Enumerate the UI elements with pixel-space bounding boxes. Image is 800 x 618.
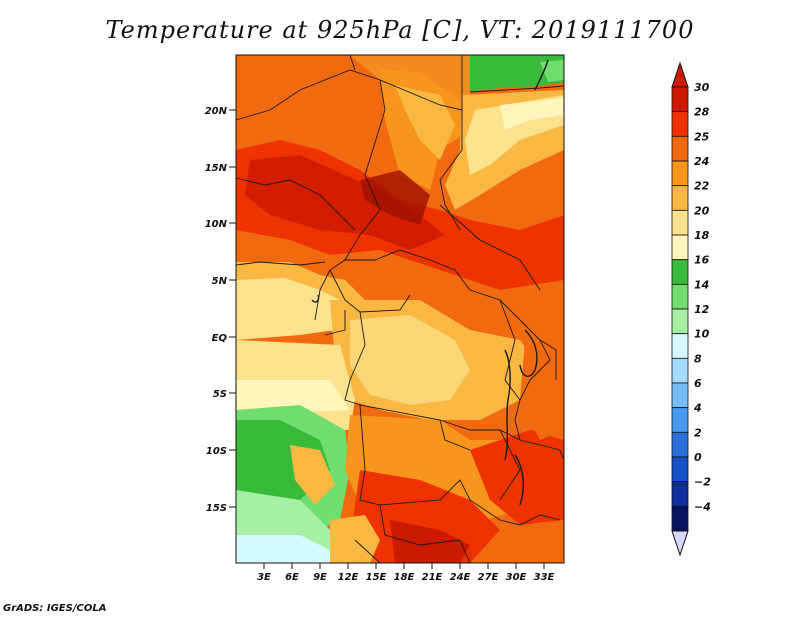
lat-label: 10N (205, 219, 228, 230)
colorbar-swatch (671, 234, 689, 261)
colorbar-label: 12 (694, 303, 710, 316)
colorbar-label: 4 (693, 402, 702, 415)
lat-label: EQ (212, 333, 228, 344)
colorbar-swatch (671, 333, 689, 359)
lon-label: 12E (338, 572, 359, 583)
lon-label: 27E (478, 572, 499, 583)
colorbar-label: 25 (694, 130, 710, 143)
longitude-axis: 3E 6E 9E 12E 15E 18E 21E 24E 27E 30E 33E (257, 563, 555, 583)
colorbar-label: 2 (694, 426, 702, 439)
lon-label: 18E (394, 572, 415, 583)
colorbar-label: 16 (694, 254, 710, 267)
lat-label: 5S (213, 389, 227, 400)
temperature-field (236, 55, 564, 563)
colorbar-label: 20 (694, 204, 710, 217)
colorbar-swatch (671, 185, 689, 211)
colorbar-label: 24 (694, 155, 709, 168)
colorbar-swatch (671, 481, 689, 507)
lakes-and-coastline (311, 59, 549, 506)
colorbar-label: −2 (694, 476, 711, 489)
colorbar-label: 18 (694, 229, 710, 242)
colorbar-swatch (671, 456, 689, 483)
colorbar-top-arrow (671, 61, 689, 88)
lat-label: 15S (206, 503, 227, 514)
colorbar-label: 10 (694, 328, 710, 341)
colorbar-label: 6 (694, 377, 702, 390)
lon-label: 15E (366, 572, 387, 583)
map-frame (235, 54, 565, 564)
lat-label: 15N (205, 163, 228, 174)
colorbar-label: −4 (694, 500, 711, 513)
lon-label: 21E (422, 572, 443, 583)
map-title: Temperature at 925hPa [C], VT: 201911170… (105, 16, 695, 44)
grads-credit: GrADS: IGES/COLA (3, 603, 107, 614)
colorbar-label: 22 (694, 180, 710, 193)
lat-label: 5N (212, 276, 228, 287)
colorbar-swatch (671, 308, 689, 335)
colorbar-swatch (671, 505, 689, 532)
colorbar-label: 14 (694, 278, 709, 291)
colorbar-label: 8 (694, 352, 702, 365)
latitude-axis: 20N 15N 10N 5N EQ 5S 10S 15S (205, 106, 236, 514)
colorbar-swatch (671, 86, 689, 113)
lon-label: 6E (285, 572, 299, 583)
colorbar-swatch (671, 357, 689, 384)
colorbar-swatch (671, 259, 689, 285)
colorbar-swatch (671, 407, 689, 433)
colorbar-bottom-arrow (671, 530, 689, 557)
lon-label: 24E (450, 572, 471, 583)
country-borders (236, 55, 564, 563)
colorbar-swatch (671, 382, 689, 409)
colorbar-swatch (671, 160, 689, 187)
lon-label: 9E (313, 572, 327, 583)
colorbar-swatch (671, 283, 689, 310)
colorbar-label: 0 (694, 451, 702, 464)
colorbar-swatch (671, 111, 689, 137)
lon-label: 33E (534, 572, 555, 583)
lat-label: 20N (205, 106, 228, 117)
colorbar-swatch (671, 135, 689, 162)
colorbar-swatch (671, 209, 689, 236)
lon-label: 30E (506, 572, 527, 583)
colorbar-label: 30 (694, 81, 710, 94)
colorbar-label: 28 (694, 106, 710, 119)
lon-label: 3E (257, 572, 271, 583)
colorbar-swatch (671, 431, 689, 458)
lat-label: 10S (206, 446, 227, 457)
